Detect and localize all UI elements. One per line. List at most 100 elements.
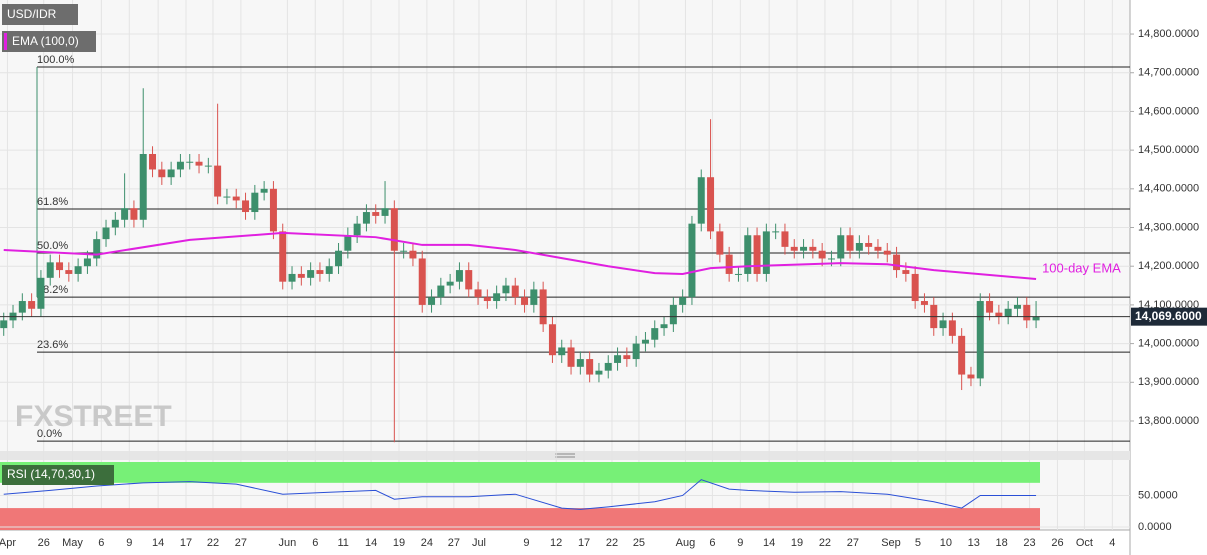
x-tick-label: Sep: [881, 537, 901, 549]
marks: 100.0% 61.8% 50.0% 38.2% 23.6% 0.0% 100-day EM…: [0, 54, 1130, 443]
x-tick-label: Aug: [676, 537, 696, 549]
y-tick-label: 0.0000: [1138, 521, 1172, 533]
candle-body: [958, 335, 966, 375]
y-tick-label: 13,900.0000: [1138, 376, 1199, 388]
x-tick-label: 6: [98, 537, 104, 549]
candle-body: [353, 223, 361, 236]
candle-body: [744, 235, 752, 274]
candle-body: [800, 246, 808, 251]
candle-body: [195, 161, 203, 166]
candle-body: [781, 231, 789, 247]
candle-body: [1032, 316, 1040, 321]
candle-body: [214, 165, 222, 197]
candle-body: [707, 177, 715, 232]
x-tick-label: 26: [38, 537, 50, 549]
candle-body: [1023, 304, 1031, 321]
candle-body: [242, 200, 250, 213]
candle-body: [269, 188, 277, 232]
candle-body: [753, 235, 761, 274]
candle-body: [186, 161, 194, 163]
title-box: [2, 4, 78, 25]
candle-body: [0, 320, 8, 329]
x-tick-label: 14: [763, 537, 775, 549]
rsi-title: RSI (14,70,30,1): [7, 467, 95, 481]
x-tick-label: 13: [968, 537, 980, 549]
candle-body: [995, 312, 1003, 317]
candle-body: [372, 212, 380, 216]
candle-body: [976, 301, 984, 379]
axis-background: [1130, 0, 1207, 555]
candle-body: [521, 297, 529, 305]
x-tick-label: 5: [915, 537, 921, 549]
x-tick-label: 18: [996, 537, 1008, 549]
x-tick-label: 19: [791, 537, 803, 549]
x-tick-label: 27: [448, 537, 460, 549]
y-tick-label: 14,700.0000: [1138, 67, 1199, 79]
x-tick-label: 22: [819, 537, 831, 549]
watermark: FXSTREET: [15, 400, 172, 433]
pane-separator: [0, 451, 1130, 460]
candle-body: [102, 227, 110, 240]
x-tick-label: 9: [126, 537, 132, 549]
candle-body: [967, 374, 975, 379]
candle-body: [121, 208, 129, 220]
candle-body: [232, 196, 240, 201]
candle-body: [762, 231, 770, 274]
candle-body: [874, 246, 882, 251]
x-tick-label: 12: [550, 537, 562, 549]
candle-body: [725, 254, 733, 274]
candle-body: [381, 208, 389, 216]
x-tick-label: 6: [709, 537, 715, 549]
candle-body: [93, 239, 101, 259]
candle-body: [893, 254, 901, 271]
candle-body: [493, 293, 501, 302]
candle-body: [530, 289, 538, 305]
candle-body: [65, 270, 73, 274]
candle-body: [428, 297, 436, 305]
candle-body: [279, 231, 287, 282]
candle-body: [204, 165, 212, 167]
y-tick-label: 14,300.0000: [1138, 221, 1199, 233]
candle-body: [260, 188, 268, 193]
candle-body: [418, 258, 426, 305]
candle-body: [809, 246, 817, 251]
candle-body: [576, 359, 584, 367]
fib-label: 50.0%: [37, 240, 68, 252]
candle-body: [502, 285, 510, 294]
candle-body: [688, 223, 696, 298]
candle-body: [632, 343, 640, 360]
candle-body: [539, 289, 547, 325]
x-tick-label: 4: [1109, 537, 1115, 549]
candle-body: [911, 273, 919, 302]
plot-background: [0, 0, 1130, 530]
x-tick-label: 10: [940, 537, 952, 549]
candle-body: [251, 192, 259, 213]
candle-body: [660, 324, 668, 329]
candle-body: [111, 219, 119, 228]
fib-label: 61.8%: [37, 196, 68, 208]
candle-body: [623, 355, 631, 360]
candle-body: [818, 250, 826, 259]
candle-body: [855, 242, 863, 251]
chart-title: USD/IDR: [7, 7, 57, 21]
last-price-box: [1131, 307, 1207, 326]
candle-body: [307, 270, 315, 278]
rsi-title-box: [2, 465, 114, 485]
x-tick-label: 22: [606, 537, 618, 549]
candle-body: [149, 153, 157, 170]
legend-swatch: [4, 33, 7, 50]
x-tick-label: 27: [847, 537, 859, 549]
rsi-line: [3, 479, 1037, 510]
candle-body: [986, 301, 994, 313]
x-tick-label: 9: [523, 537, 529, 549]
candle-body: [409, 250, 417, 259]
y-tick-label: 14,800.0000: [1138, 28, 1199, 40]
rsi-pane: [0, 462, 1130, 530]
candle-body: [176, 161, 184, 170]
x-tick-label: 11: [337, 537, 348, 549]
y-tick-label: 50.0000: [1138, 489, 1178, 501]
candle-body: [586, 359, 594, 375]
candle-body: [288, 273, 296, 282]
candle-body: [679, 297, 687, 305]
